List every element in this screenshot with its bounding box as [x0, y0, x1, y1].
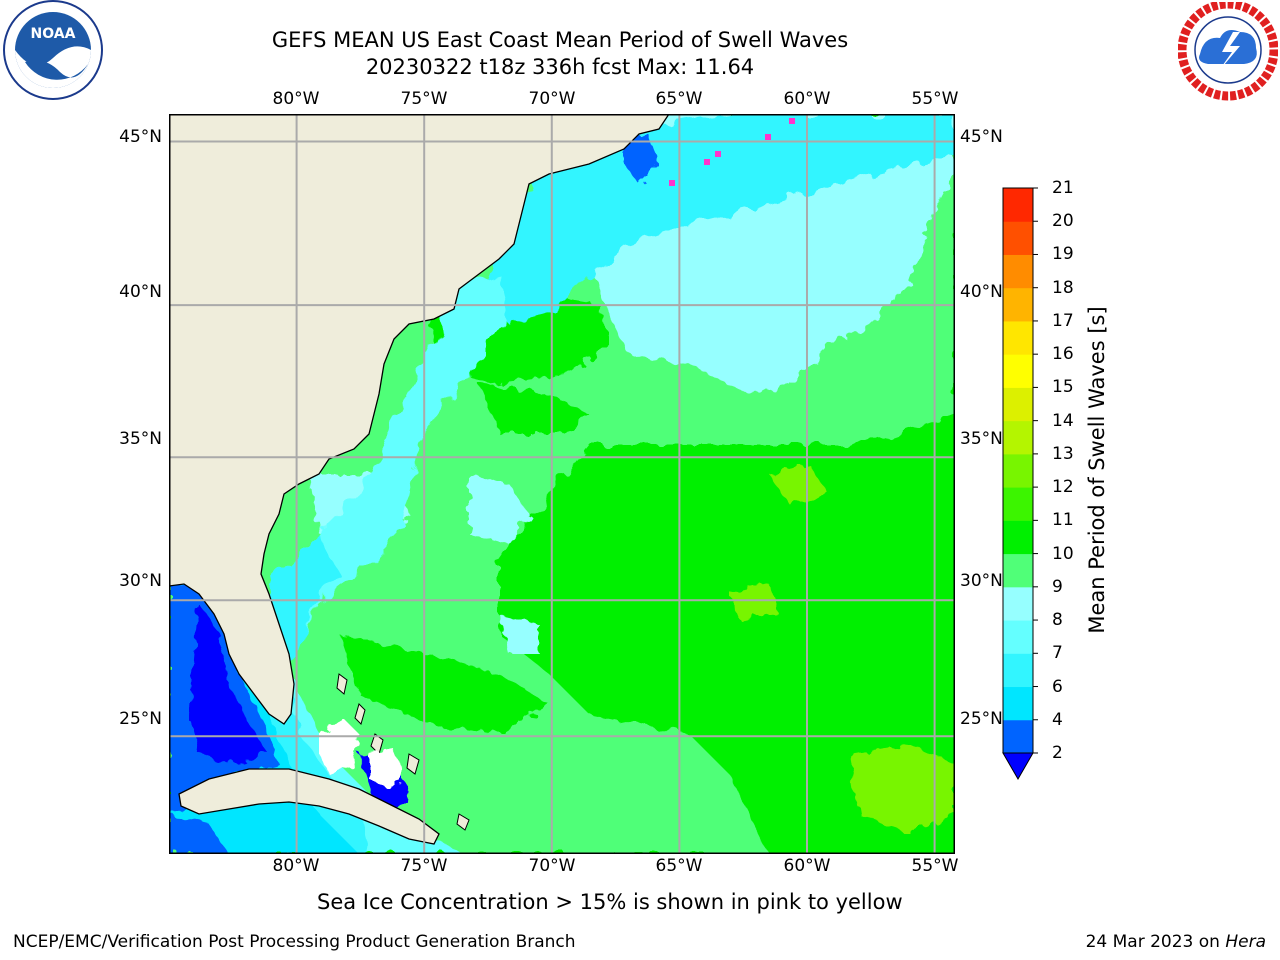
lat-label-right-25n: 25°N: [960, 709, 1003, 729]
no-data-bahamas-banks: [319, 719, 404, 789]
colorbar-label-9: 9: [1052, 576, 1063, 597]
colorbar-frame: [1002, 187, 1034, 754]
colorbar-label-11: 11: [1052, 510, 1074, 531]
colorbar-bin-16-17: [1003, 320, 1033, 355]
lon-label-bottom-65w: 65°W: [655, 856, 703, 876]
colorbar-bin-12-13: [1003, 453, 1033, 488]
lon-label-bottom-80w: 80°W: [272, 856, 320, 876]
land-bahamas: [336, 673, 470, 831]
lat-label-left-45n: 45°N: [119, 127, 162, 147]
lat-label-left-30n: 30°N: [119, 571, 162, 591]
colorbar-label-17: 17: [1052, 310, 1074, 331]
date-stamp: 24 Mar 2023 on Hera: [1086, 932, 1266, 952]
lat-label-right-30n: 30°N: [960, 571, 1003, 591]
map-gridlines: [169, 114, 955, 854]
colorbar-label-21: 21: [1052, 178, 1074, 198]
colorbar-label-2: 2: [1052, 743, 1063, 763]
swell-field-yellow-green: [729, 464, 955, 834]
colorbar-label-7: 7: [1052, 643, 1063, 664]
lon-label-bottom-55w: 55°W: [911, 856, 959, 876]
credit-text: NCEP/EMC/Verification Post Processing Pr…: [13, 932, 576, 952]
lon-label-top-55w: 55°W: [911, 89, 959, 109]
lat-label-right-35n: 35°N: [960, 429, 1003, 449]
colorbar-bin-17-18: [1003, 287, 1033, 322]
colorbar-bin-9-10: [1003, 553, 1033, 588]
lon-label-bottom-60w: 60°W: [783, 856, 831, 876]
colorbar-label-20: 20: [1052, 211, 1074, 232]
colorbar-label-4: 4: [1052, 709, 1063, 730]
colorbar-label-16: 16: [1052, 344, 1074, 365]
colorbar-label-15: 15: [1052, 377, 1074, 398]
colorbar-title: Mean Period of Swell Waves [s]: [1085, 306, 1109, 634]
machine-name: Hera: [1225, 932, 1266, 952]
colorbar-label-8: 8: [1052, 610, 1063, 631]
colorbar-bin-18-19: [1003, 254, 1033, 289]
colorbar-bin-19-20: [1003, 221, 1033, 255]
lat-label-right-45n: 45°N: [960, 127, 1003, 147]
colorbar-label-18: 18: [1052, 277, 1074, 298]
colorbar-bin-2-4: [1003, 719, 1033, 754]
colorbar-bin-20-21: [1003, 188, 1033, 222]
colorbar-bin-13-14: [1003, 420, 1033, 455]
lat-label-left-40n: 40°N: [119, 282, 162, 302]
colorbar-bin-4-6: [1003, 686, 1033, 721]
map-frame: [169, 114, 955, 854]
lat-label-right-40n: 40°N: [960, 282, 1003, 302]
lon-label-top-70w: 70°W: [528, 89, 576, 109]
colorbar-bin-10-11: [1003, 520, 1033, 555]
lon-label-bottom-75w: 75°W: [400, 856, 448, 876]
chart-subtitle: 20230322 t18z 336h fcst Max: 11.64: [365, 55, 755, 79]
lon-label-top-60w: 60°W: [783, 89, 831, 109]
lon-label-top-75w: 75°W: [400, 89, 448, 109]
colorbar-extend-arrow: [1002, 752, 1034, 781]
lon-label-bottom-70w: 70°W: [528, 856, 576, 876]
nws-logo: [1178, 2, 1278, 101]
colorbar-label-10: 10: [1052, 543, 1074, 564]
lat-label-left-35n: 35°N: [119, 429, 162, 449]
colorbar-bin-15-16: [1003, 354, 1033, 388]
colorbar-bin-11-12: [1003, 487, 1033, 521]
colorbar-label-13: 13: [1052, 443, 1074, 464]
colorbar-bin-6-7: [1003, 653, 1033, 688]
date-text: 24 Mar 2023 on: [1085, 932, 1226, 952]
colorbar-label-12: 12: [1052, 477, 1074, 498]
noaa-logo: NOAA: [3, 0, 103, 100]
colorbar-bin-14-15: [1003, 387, 1033, 422]
sea-ice-markers: [669, 118, 795, 186]
noaa-logo-text: NOAA: [31, 26, 76, 42]
lon-label-top-65w: 65°W: [655, 89, 703, 109]
lon-label-top-80w: 80°W: [272, 89, 320, 109]
colorbar: [1002, 187, 1038, 781]
colorbar-label-6: 6: [1052, 676, 1063, 697]
land-north-america: [169, 114, 670, 725]
colorbar-bin-7-8: [1003, 620, 1033, 654]
sea-ice-note: Sea Ice Concentration > 15% is shown in …: [317, 890, 903, 914]
map-panel: [169, 114, 955, 854]
colorbar-bin-8-9: [1003, 586, 1033, 621]
colorbar-label-14: 14: [1052, 410, 1074, 431]
lat-label-left-25n: 25°N: [119, 709, 162, 729]
chart-title: GEFS MEAN US East Coast Mean Period of S…: [271, 28, 849, 52]
colorbar-label-19: 19: [1052, 244, 1074, 265]
